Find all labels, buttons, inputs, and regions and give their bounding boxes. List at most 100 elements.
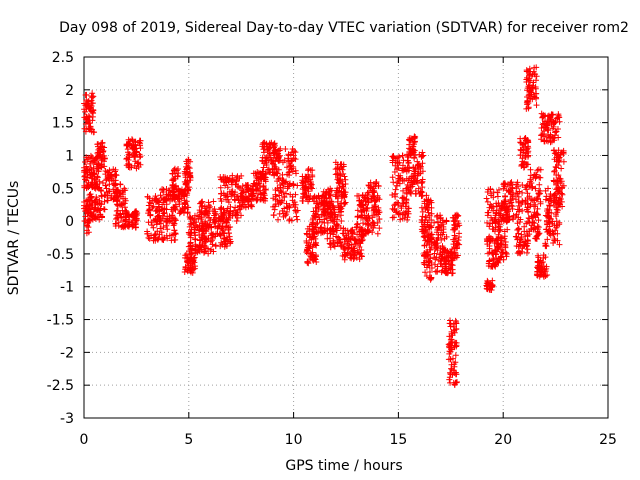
data-point	[488, 249, 495, 256]
data-point	[169, 170, 176, 177]
data-point	[309, 172, 316, 179]
data-point	[500, 185, 507, 192]
data-point	[434, 268, 441, 275]
data-point	[221, 230, 228, 237]
data-point	[521, 223, 528, 230]
data-point	[520, 147, 527, 154]
data-point	[132, 221, 139, 228]
data-point	[395, 164, 402, 171]
data-point	[519, 189, 526, 196]
data-cluster	[332, 159, 349, 211]
data-point	[126, 161, 133, 168]
data-point	[523, 182, 530, 189]
data-point	[157, 217, 164, 224]
data-point	[136, 142, 143, 149]
data-point	[354, 220, 361, 227]
data-point	[331, 218, 338, 225]
y-tick-labels: 2.5 2 1.5 1 0.5 0 -0.5 -1 -1.5 -2 -2.5 -3	[47, 50, 74, 427]
data-point	[396, 159, 403, 166]
data-point	[188, 226, 195, 233]
data-point	[409, 173, 416, 180]
data-point	[125, 221, 132, 228]
data-point	[182, 205, 189, 212]
data-point	[262, 197, 269, 204]
data-point	[421, 221, 428, 228]
data-point	[327, 210, 334, 217]
data-cluster	[418, 192, 435, 244]
data-point	[103, 176, 110, 183]
data-point	[443, 217, 450, 224]
data-point	[501, 199, 508, 206]
data-point	[418, 179, 425, 186]
data-point	[555, 112, 562, 119]
data-cluster	[144, 192, 167, 244]
data-point	[91, 171, 98, 178]
data-point	[253, 186, 260, 193]
data-point	[552, 150, 559, 157]
data-point	[186, 213, 193, 220]
data-cluster	[483, 277, 496, 293]
data-point	[166, 187, 173, 194]
data-point	[354, 214, 361, 221]
data-point	[291, 204, 298, 211]
data-point	[89, 154, 96, 161]
data-point	[128, 212, 135, 219]
data-point	[238, 190, 245, 197]
data-point	[217, 231, 224, 238]
y-tick-label: -2.5	[47, 378, 74, 394]
data-point	[404, 151, 411, 158]
data-point	[555, 155, 562, 162]
data-point	[538, 136, 545, 143]
data-cluster	[449, 211, 463, 262]
data-point	[419, 213, 426, 220]
data-point	[553, 181, 560, 188]
data-point	[319, 228, 326, 235]
data-point	[509, 203, 516, 210]
data-cluster	[309, 192, 328, 237]
data-point	[269, 169, 276, 176]
data-point	[332, 166, 339, 173]
data-point	[525, 92, 532, 99]
data-point	[315, 206, 322, 213]
data-point	[446, 376, 453, 383]
data-point	[270, 212, 277, 219]
data-point	[550, 231, 557, 238]
data-point	[493, 210, 500, 217]
data-point	[279, 171, 286, 178]
data-point	[183, 255, 190, 262]
data-point	[359, 233, 366, 240]
data-point	[188, 249, 195, 256]
data-point	[516, 219, 523, 226]
data-point	[241, 197, 248, 204]
data-point	[211, 206, 218, 213]
data-point	[401, 214, 408, 221]
data-point	[392, 186, 399, 193]
data-point	[527, 166, 534, 173]
data-point	[232, 209, 239, 216]
data-point	[262, 157, 269, 164]
data-point	[212, 242, 219, 249]
data-cluster	[500, 179, 517, 224]
data-point	[536, 273, 543, 280]
data-point	[529, 218, 536, 225]
data-point	[427, 197, 434, 204]
data-point	[556, 197, 563, 204]
data-point	[332, 159, 339, 166]
data-point	[484, 198, 491, 205]
data-point	[283, 200, 290, 207]
data-point	[103, 185, 110, 192]
data-point	[402, 203, 409, 210]
data-point	[551, 237, 558, 244]
data-point	[85, 224, 92, 231]
data-point	[309, 252, 316, 259]
data-point	[87, 209, 94, 216]
data-point	[428, 210, 435, 217]
data-point	[374, 230, 381, 237]
data-point	[396, 180, 403, 187]
data-point	[88, 102, 95, 109]
data-point	[242, 204, 249, 211]
data-point	[112, 171, 119, 178]
data-point	[170, 188, 177, 195]
data-point	[147, 200, 154, 207]
data-point	[258, 191, 265, 198]
